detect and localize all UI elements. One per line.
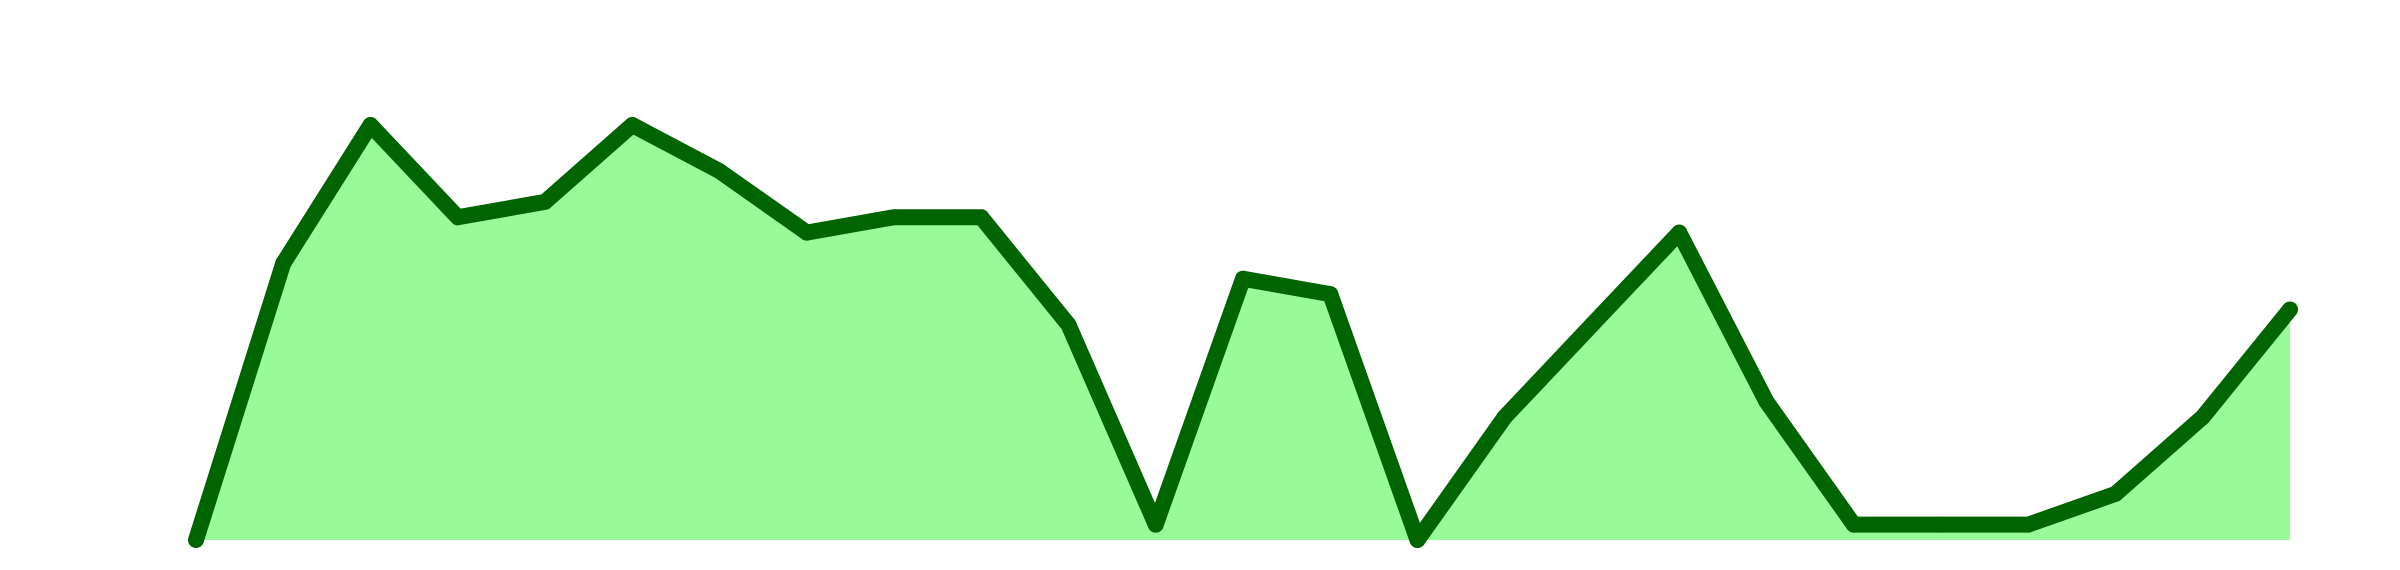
data-point-14 [1409,532,1426,548]
data-point-6 [711,163,728,180]
data-point-8 [886,209,902,226]
data-point-13 [1322,286,1339,303]
data-point-7 [798,224,815,241]
data-point-22 [2107,485,2124,502]
data-point-15 [1496,409,1513,426]
point-layer [188,117,2298,548]
data-point-17 [1671,224,1688,241]
data-point-10 [1060,316,1077,333]
area-layer [196,125,2290,540]
data-point-24 [2282,301,2298,318]
data-point-4 [537,193,553,210]
data-point-23 [2194,409,2211,426]
data-point-21 [2020,516,2037,533]
data-point-2 [362,117,379,133]
data-point-5 [624,117,641,133]
data-point-12 [1235,270,1251,287]
data-point-16 [1584,316,1600,333]
data-point-3 [449,209,466,226]
data-point-19 [1845,516,1862,533]
data-point-9 [973,209,990,226]
data-point-0 [188,532,204,548]
area-fill [196,125,2290,540]
data-point-18 [1758,393,1775,410]
data-point-1 [275,255,292,272]
data-point-11 [1147,516,1164,533]
data-point-20 [1933,516,1949,533]
